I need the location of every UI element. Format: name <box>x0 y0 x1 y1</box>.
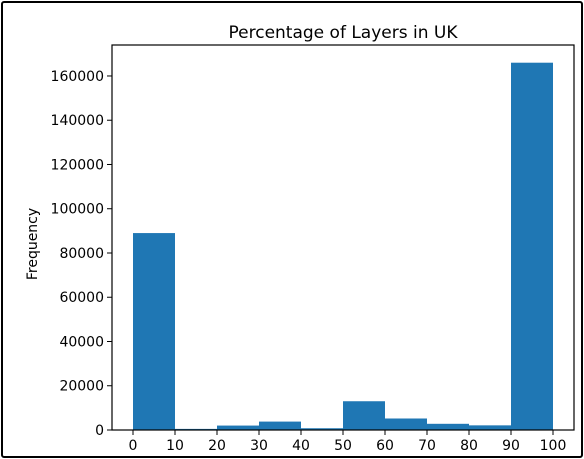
y-axis-label: Frequency <box>25 208 41 280</box>
plot-area-frame <box>111 44 575 431</box>
x-tick-label: 70 <box>418 438 436 454</box>
x-tick-label: 60 <box>376 438 394 454</box>
y-tick-label: 140000 <box>51 113 104 129</box>
y-tick-label: 40000 <box>59 334 104 350</box>
bar-60-70 <box>385 418 427 430</box>
bar-0-10 <box>133 233 175 430</box>
x-tick-label: 100 <box>540 438 567 454</box>
x-tick-label: 80 <box>460 438 478 454</box>
bar-70-80 <box>427 423 469 430</box>
bar-40-50 <box>301 428 343 430</box>
y-tick-label: 20000 <box>59 379 104 395</box>
bar-50-60 <box>343 401 385 430</box>
bar-20-30 <box>217 425 259 430</box>
x-tick-label: 40 <box>292 438 310 454</box>
y-tick-label: 80000 <box>59 246 104 262</box>
x-tick-label: 50 <box>334 438 352 454</box>
y-tick-label: 160000 <box>51 69 104 85</box>
x-axis-ticks: 0 10 20 30 40 50 60 70 80 90 100 <box>129 430 567 454</box>
x-tick-label: 30 <box>250 438 268 454</box>
x-tick-label: 0 <box>129 438 138 454</box>
bar-90-100 <box>511 62 553 431</box>
y-tick-label: 100000 <box>51 202 104 218</box>
x-tick-label: 20 <box>208 438 226 454</box>
chart-title: Percentage of Layers in UK <box>229 23 459 43</box>
y-tick-label: 60000 <box>59 290 104 306</box>
bar-80-90 <box>469 425 511 430</box>
bars-group <box>133 62 553 431</box>
y-axis-ticks: 0 20000 40000 60000 80000 100000 120000 140000 1… <box>51 69 112 439</box>
bar-30-40 <box>259 421 301 430</box>
x-tick-label: 10 <box>166 438 184 454</box>
x-tick-label: 90 <box>502 438 520 454</box>
y-tick-label: 120000 <box>51 157 104 173</box>
y-tick-label: 0 <box>95 423 104 439</box>
